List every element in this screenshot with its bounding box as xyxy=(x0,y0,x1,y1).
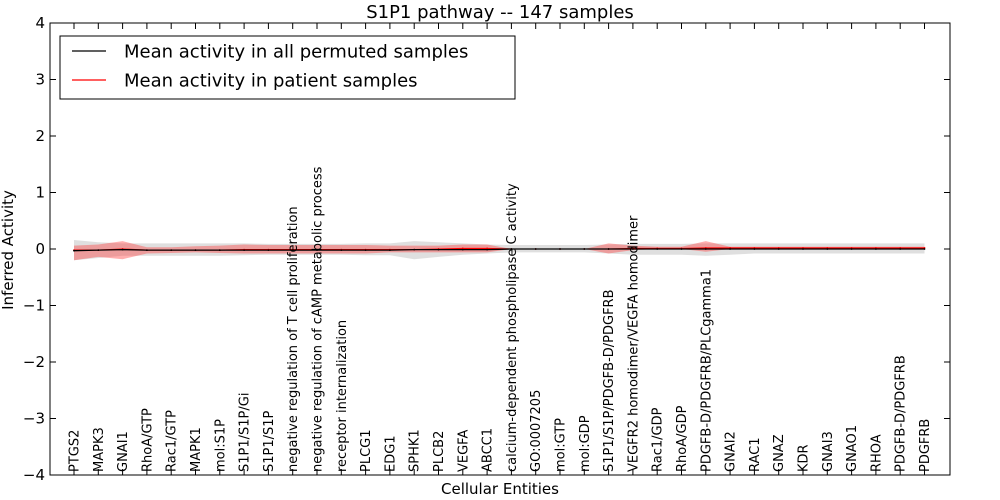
chart-title: S1P1 pathway -- 147 samples xyxy=(366,2,634,23)
permuted-point xyxy=(291,249,294,252)
permuted-point xyxy=(899,248,902,250)
permuted-point xyxy=(194,249,197,252)
x-tick-label: PDGFB-D/PDGFRB xyxy=(894,355,909,472)
permuted-point xyxy=(923,248,926,250)
x-tick-label: Rac1/GTP xyxy=(165,410,180,472)
plot-area xyxy=(73,240,926,261)
x-tick-label: KDR xyxy=(797,444,812,472)
legend-box xyxy=(59,35,516,100)
x-tick-label: VEGFA xyxy=(456,430,471,472)
permuted-point xyxy=(607,248,610,250)
permuted-point xyxy=(364,249,367,252)
x-tick-label: GNAI2 xyxy=(724,431,739,472)
permuted-point xyxy=(218,249,221,252)
legend: Mean activity in all permuted samples Me… xyxy=(59,35,516,100)
permuted-point xyxy=(121,248,124,251)
x-tick-label: S1P1/S1P xyxy=(262,410,277,472)
y-tick-label: 1 xyxy=(35,184,45,202)
permuted-point xyxy=(486,248,488,251)
permuted-point xyxy=(510,248,513,250)
permuted-point xyxy=(802,248,804,250)
permuted-point xyxy=(850,248,853,250)
x-tick-label: GO:0007205 xyxy=(529,390,544,472)
x-tick-label: VEGFR2 homodimer/VEGFA homodimer xyxy=(626,215,641,472)
permuted-point xyxy=(704,248,707,250)
x-tick-label: EDG1 xyxy=(383,435,398,472)
x-tick-label: S1P1/S1P/Gi xyxy=(238,393,253,472)
permuted-point xyxy=(534,248,537,250)
permuted-point xyxy=(73,249,75,252)
patient-band xyxy=(74,241,925,261)
x-tick-label: PLCG1 xyxy=(359,429,374,472)
y-tick-label: 2 xyxy=(35,127,45,145)
x-tick-label: PDGFRB xyxy=(918,419,933,472)
y-tick-label: 4 xyxy=(35,14,45,32)
permuted-point xyxy=(753,248,756,250)
x-tick-label: RhoA/GTP xyxy=(140,408,155,472)
y-tick-label: −1 xyxy=(23,297,45,315)
x-tick-label: calcium-dependent phospholipase C activi… xyxy=(505,183,520,472)
x-tick-label: PTGS2 xyxy=(68,430,83,472)
permuted-point xyxy=(632,248,634,250)
x-tick-label: negative regulation of cAMP metabolic pr… xyxy=(311,166,326,472)
permuted-point xyxy=(826,248,829,250)
y-tick-label: −4 xyxy=(23,466,45,484)
permuted-point xyxy=(389,249,391,252)
x-tick-label: RHOA xyxy=(869,434,884,472)
permuted-point xyxy=(243,249,246,252)
x-tick-label: MAPK1 xyxy=(189,427,204,472)
permuted-point xyxy=(559,248,561,250)
permuted-point xyxy=(875,248,877,250)
x-tick-label: GNAI3 xyxy=(821,431,836,472)
permuted-point xyxy=(97,249,100,252)
y-tick-label: −2 xyxy=(23,353,45,371)
x-tick-label: receptor internalization xyxy=(335,320,350,472)
y-tick-label: 0 xyxy=(35,240,45,258)
x-tick-label: ABCC1 xyxy=(481,428,496,472)
permuted-point xyxy=(656,248,659,250)
permuted-point xyxy=(340,249,343,252)
y-tick-label: −3 xyxy=(23,410,45,428)
x-tick-label: MAPK3 xyxy=(92,427,107,472)
x-tick-label: GNAZ xyxy=(772,434,787,472)
permuted-mean-line xyxy=(73,248,925,252)
legend-label-patient: Mean activity in patient samples xyxy=(124,71,418,92)
y-axis-label: Inferred Activity xyxy=(0,190,17,310)
x-tick-label: Rac1/GDP xyxy=(651,407,666,472)
permuted-point xyxy=(170,249,173,252)
x-tick-label: GNAO1 xyxy=(845,425,860,472)
permuted-point xyxy=(413,248,416,251)
permuted-point xyxy=(729,248,731,250)
permuted-point xyxy=(461,248,464,251)
permuted-point xyxy=(267,249,270,252)
x-tick-label: mol:S1P xyxy=(213,419,228,472)
permuted-point xyxy=(777,248,780,250)
axis-ticks: −4 −3 −2 −1 0 1 2 3 4 PTGS2 MAPK3 GNAI1 RhoA/GTP Rac1… xyxy=(23,14,950,484)
x-tick-label: PDGFB-D/PDGFRB/PLCgamma1 xyxy=(699,269,714,472)
permuted-point xyxy=(146,249,148,252)
x-tick-label: SPHK1 xyxy=(408,429,423,472)
x-tick-label: RAC1 xyxy=(748,437,763,472)
x-tick-label: PLCB2 xyxy=(432,431,447,472)
y-tick-label: 3 xyxy=(35,71,45,89)
x-tick-label: mol:GDP xyxy=(578,415,593,472)
x-tick-label: negative regulation of T cell proliferat… xyxy=(286,206,301,472)
x-tick-label: RhoA/GDP xyxy=(675,405,690,472)
x-tick-label: mol:GTP xyxy=(554,418,569,472)
permuted-point xyxy=(680,248,683,250)
legend-label-permuted: Mean activity in all permuted samples xyxy=(124,42,468,63)
permuted-band xyxy=(74,240,925,261)
permuted-point xyxy=(316,249,318,252)
x-tick-label: S1P1/S1P/PDGFB-D/PDGFRB xyxy=(602,289,617,472)
x-axis-label: Cellular Entities xyxy=(441,480,559,498)
permuted-point xyxy=(583,248,586,250)
x-tick-label: GNAI1 xyxy=(116,431,131,472)
permuted-point xyxy=(437,248,440,251)
